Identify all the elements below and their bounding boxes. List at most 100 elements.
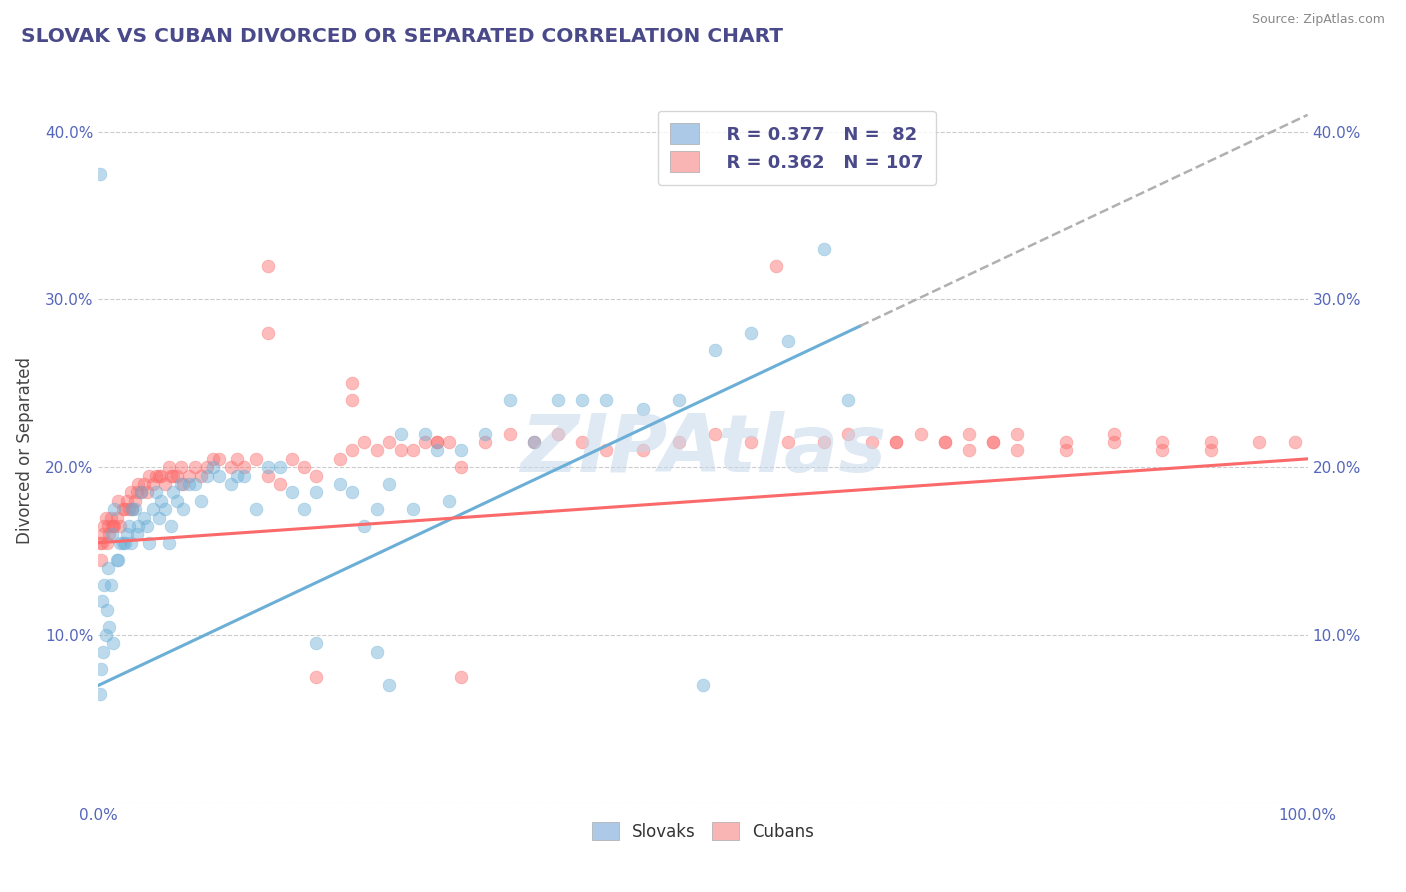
Point: [169, 477, 191, 491]
Point: [111, 502, 134, 516]
Point: [120, 535, 142, 549]
Point: [595, 443, 617, 458]
Point: [157, 535, 180, 549]
Point: [160, 468, 183, 483]
Point: [97, 561, 120, 575]
Point: [121, 502, 143, 516]
Point: [765, 259, 787, 273]
Point: [305, 636, 328, 650]
Point: [1102, 426, 1125, 441]
Point: [100, 510, 122, 524]
Point: [353, 435, 375, 450]
Point: [91, 527, 114, 541]
Point: [117, 527, 139, 541]
Point: [813, 435, 835, 450]
Point: [305, 468, 328, 483]
Point: [157, 460, 180, 475]
Point: [172, 502, 194, 516]
Point: [837, 426, 859, 441]
Point: [957, 443, 980, 458]
Point: [162, 468, 184, 483]
Point: [107, 493, 129, 508]
Point: [342, 443, 364, 458]
Point: [413, 435, 436, 450]
Point: [202, 460, 225, 475]
Point: [474, 426, 496, 441]
Point: [127, 527, 149, 541]
Point: [96, 535, 118, 549]
Point: [166, 468, 188, 483]
Point: [631, 401, 654, 416]
Point: [98, 527, 121, 541]
Point: [101, 519, 124, 533]
Point: [377, 678, 399, 692]
Point: [342, 376, 364, 391]
Point: [305, 670, 328, 684]
Point: [474, 435, 496, 450]
Point: [103, 519, 125, 533]
Point: [208, 468, 231, 483]
Point: [134, 477, 156, 491]
Point: [413, 426, 436, 441]
Point: [292, 502, 315, 516]
Point: [547, 393, 569, 408]
Point: [190, 468, 212, 483]
Point: [221, 460, 243, 475]
Point: [89, 167, 111, 181]
Point: [329, 477, 352, 491]
Point: [232, 468, 254, 483]
Point: [93, 577, 115, 591]
Point: [366, 645, 388, 659]
Point: [1007, 443, 1029, 458]
Point: [426, 435, 449, 450]
Point: [571, 435, 593, 450]
Point: [981, 435, 1004, 450]
Point: [124, 493, 146, 508]
Point: [135, 485, 157, 500]
Point: [100, 527, 122, 541]
Point: [523, 435, 546, 450]
Point: [91, 594, 114, 608]
Point: [256, 326, 278, 340]
Point: [1054, 443, 1077, 458]
Point: [120, 485, 142, 500]
Point: [305, 485, 328, 500]
Point: [150, 468, 173, 483]
Point: [89, 687, 111, 701]
Point: [127, 519, 149, 533]
Point: [704, 343, 727, 357]
Point: [105, 510, 128, 524]
Point: [377, 477, 399, 491]
Point: [547, 426, 569, 441]
Point: [668, 393, 690, 408]
Point: [169, 460, 191, 475]
Point: [195, 460, 218, 475]
Point: [202, 451, 225, 466]
Point: [668, 435, 690, 450]
Point: [245, 451, 267, 466]
Point: [934, 435, 956, 450]
Point: [145, 485, 167, 500]
Point: [138, 468, 160, 483]
Point: [97, 519, 120, 533]
Text: SLOVAK VS CUBAN DIVORCED OR SEPARATED CORRELATION CHART: SLOVAK VS CUBAN DIVORCED OR SEPARATED CO…: [21, 27, 783, 45]
Point: [498, 426, 520, 441]
Point: [256, 468, 278, 483]
Point: [148, 510, 170, 524]
Point: [402, 443, 425, 458]
Point: [1152, 443, 1174, 458]
Point: [162, 485, 184, 500]
Point: [377, 435, 399, 450]
Point: [353, 519, 375, 533]
Point: [90, 662, 112, 676]
Point: [124, 502, 146, 516]
Point: [232, 460, 254, 475]
Point: [450, 460, 472, 475]
Point: [450, 443, 472, 458]
Point: [148, 468, 170, 483]
Point: [366, 443, 388, 458]
Point: [184, 460, 207, 475]
Point: [221, 477, 243, 491]
Point: [860, 435, 883, 450]
Point: [256, 259, 278, 273]
